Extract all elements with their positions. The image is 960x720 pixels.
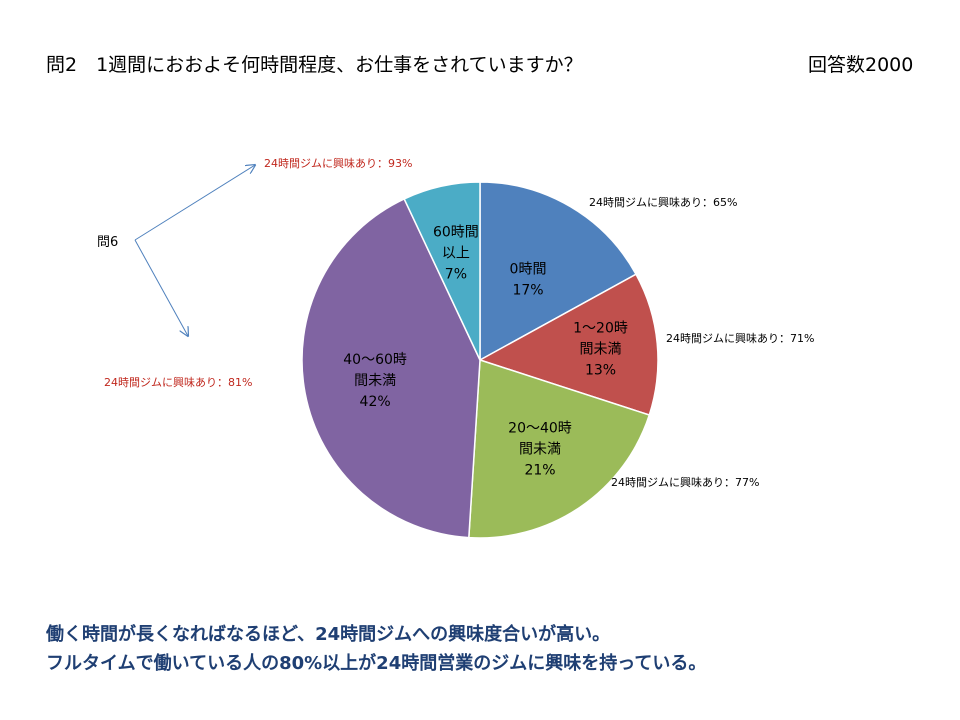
slice-category-20-40h: 間未満 [519,441,561,457]
slice-category-60plus: 以上 [442,245,470,261]
slice-label-40-60h: 40〜60時間未満 42% [343,352,407,410]
annotation-1-20h: 24時間ジムに興味あり：71% [666,332,815,345]
arrow-up [134,165,255,241]
slice-label-60plus: 60時間以上 7% [433,224,479,282]
pie-slice-0h [479,181,637,362]
slice-label-1-20h: 1〜20時間未満 13% [573,321,628,379]
annotation-60plus: 24時間ジムに興味あり：93% [264,157,413,170]
annotation-0h: 24時間ジムに興味あり：65% [589,196,738,209]
slice-percent-20-40h: 21% [524,462,555,478]
summary-line-1: 働く時間が長くなればなるほど、24時間ジムへの興味度合いが高い。 [46,624,611,645]
slice-category-20-40h: 20〜40時 [508,420,572,436]
slice-percent-1-20h: 13% [585,363,616,379]
slice-percent-40-60h: 42% [360,394,391,410]
pie-slice-40-60h [301,197,481,539]
slice-label-0h: 0時間 17% [510,261,547,298]
respondent-count: 回答数2000 [808,54,914,76]
slice-category-40-60h: 40〜60時 [343,352,407,368]
slice-label-20-40h: 20〜40時間未満 21% [508,420,572,478]
question-title: 問2 1週間におおよそ何時間程度、お仕事をされていますか？ [46,54,583,76]
slice-category-40-60h: 間未満 [354,373,396,389]
slice-category-60plus: 60時間 [433,224,479,240]
arrow-down [134,239,188,336]
pie-slice-1-20h [478,273,659,416]
pie-slice-60plus [403,181,481,361]
annotation-20-40h: 24時間ジムに興味あり：77% [611,476,760,489]
slice-category-1-20h: 間未満 [580,342,622,358]
slice-percent-0h: 17% [512,282,543,298]
slice-category-0h: 0時間 [510,261,547,277]
slice-percent-60plus: 7% [445,266,467,282]
pie-slice-20-40h [468,358,651,539]
summary-line-2: フルタイムで働いている人の80%以上が24時間営業のジムに興味を持っている。 [46,653,707,674]
question-6-ref: 問6 [97,235,119,250]
annotation-40-60h: 24時間ジムに興味あり：81% [104,376,253,389]
slice-category-1-20h: 1〜20時 [573,321,628,337]
